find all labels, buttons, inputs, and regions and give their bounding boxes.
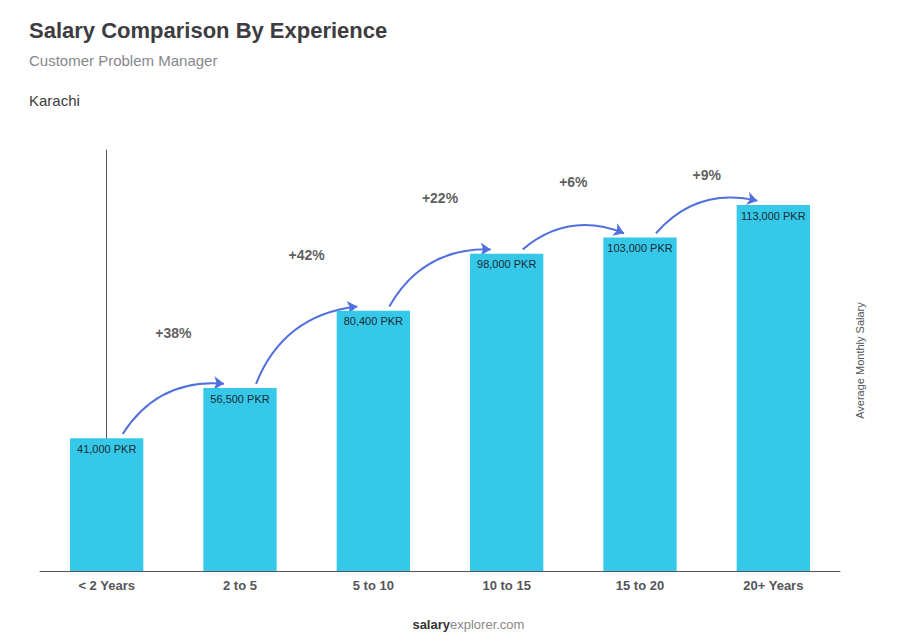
svg-text:2 to 5: 2 to 5 (223, 578, 257, 593)
svg-text:5 to 10: 5 to 10 (353, 578, 394, 593)
svg-text:Average Monthly Salary: Average Monthly Salary (854, 302, 866, 419)
svg-text:+22%: +22% (422, 190, 459, 206)
svg-text:103,000 PKR: 103,000 PKR (607, 242, 672, 254)
svg-text:+38%: +38% (155, 325, 192, 341)
svg-text:+6%: +6% (559, 174, 588, 190)
svg-text:explorer.com: explorer.com (450, 617, 524, 632)
svg-text:20+ Years: 20+ Years (743, 578, 803, 593)
svg-text:56,500 PKR: 56,500 PKR (210, 393, 269, 405)
svg-text:80,400 PKR: 80,400 PKR (344, 315, 403, 327)
svg-text:10 to 15: 10 to 15 (482, 578, 530, 593)
svg-text:113,000 PKR: 113,000 PKR (741, 210, 806, 222)
svg-text:98,000 PKR: 98,000 PKR (477, 258, 536, 270)
svg-text:41,000 PKR: 41,000 PKR (77, 443, 136, 455)
svg-text:Karachi: Karachi (29, 92, 80, 109)
svg-text:15 to 20: 15 to 20 (616, 578, 664, 593)
svg-text:Customer Problem Manager: Customer Problem Manager (29, 52, 217, 69)
svg-text:Salary Comparison By Experienc: Salary Comparison By Experience (29, 18, 387, 43)
svg-text:< 2 Years: < 2 Years (78, 578, 135, 593)
svg-text:salary: salary (412, 617, 450, 632)
svg-text:+42%: +42% (289, 247, 326, 263)
svg-text:+9%: +9% (692, 167, 721, 183)
